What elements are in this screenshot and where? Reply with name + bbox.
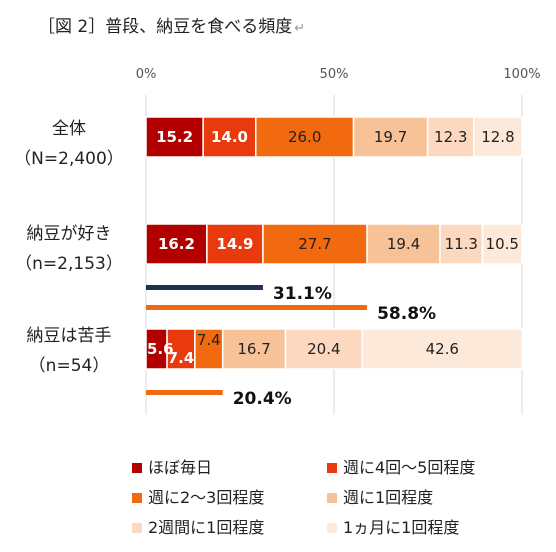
cumulative-label: 31.1% bbox=[273, 284, 332, 304]
tick-label: 100% bbox=[503, 67, 540, 82]
legend-swatch bbox=[327, 522, 337, 533]
category-label-dislike: 納豆は苦手 （n=54） bbox=[4, 321, 134, 381]
data-label: 19.7 bbox=[374, 128, 407, 146]
legend-swatch bbox=[327, 492, 337, 503]
tick-label: 0% bbox=[136, 67, 157, 82]
legend-swatch bbox=[132, 522, 142, 533]
cumulative-label: 58.8% bbox=[377, 304, 436, 324]
legend-swatch bbox=[132, 462, 142, 473]
return-mark-icon: ↵ bbox=[294, 21, 306, 36]
cumulative-bar bbox=[146, 305, 368, 310]
data-label: 16.7 bbox=[237, 340, 270, 358]
cumulative-bar bbox=[146, 390, 223, 395]
bar-segment bbox=[481, 223, 523, 265]
legend-item-daily: ほぼ毎日 bbox=[132, 454, 212, 478]
data-label: 14.9 bbox=[216, 235, 253, 253]
bar-segment bbox=[473, 116, 523, 158]
data-label: 14.0 bbox=[211, 128, 248, 146]
bar-segment bbox=[202, 116, 257, 158]
data-label: 12.3 bbox=[434, 128, 467, 146]
data-label: 27.7 bbox=[298, 235, 331, 253]
data-label: 20.4 bbox=[307, 340, 340, 358]
bar-segment bbox=[361, 328, 524, 370]
data-label: 16.2 bbox=[158, 235, 195, 253]
legend-item-2-3-weekly: 週に2～3回程度 bbox=[132, 484, 264, 508]
category-sample-size: （n=54） bbox=[28, 356, 110, 376]
bar-segment bbox=[221, 328, 287, 370]
category-label-all: 全体 （N=2,400） bbox=[4, 114, 134, 174]
bar-segment bbox=[284, 328, 363, 370]
bar-segment bbox=[145, 116, 204, 158]
data-label: 15.2 bbox=[156, 128, 193, 146]
data-label: 42.6 bbox=[426, 340, 459, 358]
category-name: 全体 bbox=[52, 119, 86, 139]
category-label-like: 納豆が好き （n=2,153） bbox=[4, 219, 134, 279]
cumulative-bar bbox=[146, 285, 263, 290]
data-label: 7.4 bbox=[197, 331, 221, 349]
data-label: 26.0 bbox=[288, 128, 321, 146]
data-label: 11.3 bbox=[445, 235, 478, 253]
category-name: 納豆は苦手 bbox=[26, 326, 112, 346]
data-label: 5.6 bbox=[147, 340, 174, 358]
legend-item-weekly: 週に1回程度 bbox=[327, 484, 433, 508]
category-sample-size: （N=2,400） bbox=[14, 149, 124, 169]
bar-segment bbox=[255, 116, 355, 158]
data-label: 7.4 bbox=[168, 349, 195, 367]
bar-segment bbox=[166, 328, 196, 370]
chart-title: ［図 2］普段、納豆を食べる頻度 ↵ bbox=[38, 17, 306, 37]
category-name: 納豆が好き bbox=[26, 224, 112, 244]
legend-item-4-5-weekly: 週に4回～5回程度 bbox=[327, 454, 475, 478]
legend-item-monthly: 1ヵ月に1回程度 bbox=[327, 514, 459, 538]
bar-segment bbox=[145, 223, 208, 265]
bar-segment bbox=[206, 223, 264, 265]
legend-swatch bbox=[132, 492, 142, 503]
category-sample-size: （n=2,153） bbox=[15, 254, 123, 274]
cumulative-label: 20.4% bbox=[233, 389, 292, 409]
data-label: 19.4 bbox=[387, 235, 420, 253]
data-label: 10.5 bbox=[486, 235, 519, 253]
tick-label: 50% bbox=[320, 67, 349, 82]
legend-item-biweekly: 2週間に1回程度 bbox=[132, 514, 264, 538]
legend-swatch bbox=[327, 462, 337, 473]
data-label: 12.8 bbox=[481, 128, 514, 146]
